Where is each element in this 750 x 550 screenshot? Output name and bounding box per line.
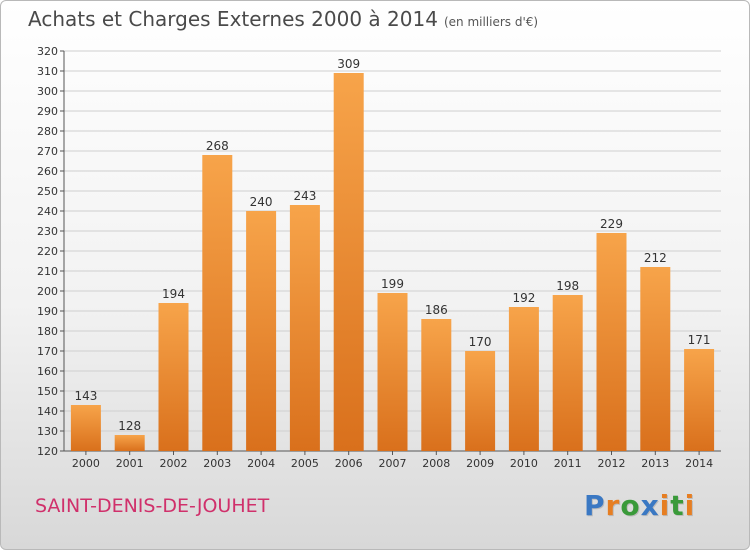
bar-value-label: 229 — [600, 217, 623, 231]
bar — [596, 233, 627, 451]
bar — [158, 303, 189, 451]
commune-name: SAINT-DENIS-DE-JOUHET — [35, 495, 270, 517]
x-tick-label: 2012 — [598, 457, 626, 470]
logo-letter: P — [584, 489, 606, 522]
bar — [421, 319, 452, 451]
x-tick-label: 2006 — [335, 457, 363, 470]
bar-value-label: 194 — [162, 287, 185, 301]
y-tick-label: 270 — [37, 145, 58, 158]
y-tick-label: 120 — [37, 445, 58, 458]
x-tick-label: 2011 — [554, 457, 582, 470]
x-tick-label: 2000 — [72, 457, 100, 470]
logo-letter: t — [670, 489, 685, 522]
y-tick-label: 210 — [37, 265, 58, 278]
bar — [552, 295, 583, 451]
y-tick-label: 300 — [37, 85, 58, 98]
x-tick-label: 2003 — [203, 457, 231, 470]
bar-value-label: 171 — [688, 333, 711, 347]
bar — [289, 205, 320, 451]
x-tick-label: 2004 — [247, 457, 275, 470]
chart-subtitle: (en milliers d'€) — [443, 15, 539, 29]
y-tick-label: 170 — [37, 345, 58, 358]
y-tick-label: 140 — [37, 405, 58, 418]
proxiti-logo: Proxiti — [584, 489, 695, 522]
x-tick-label: 2014 — [685, 457, 713, 470]
x-tick-label: 2005 — [291, 457, 319, 470]
bar-value-label: 198 — [556, 279, 579, 293]
bar-value-label: 199 — [381, 277, 404, 291]
y-tick-label: 160 — [37, 365, 58, 378]
chart-title-text: Achats et Charges Externes 2000 à 2014 — [28, 7, 438, 31]
bar-value-label: 192 — [512, 291, 535, 305]
bar-value-label: 128 — [118, 419, 141, 433]
bar — [333, 73, 364, 451]
logo-letter: i — [659, 489, 671, 522]
y-tick-label: 180 — [37, 325, 58, 338]
x-tick-label: 2007 — [379, 457, 407, 470]
bar — [114, 435, 145, 451]
y-tick-label: 220 — [37, 245, 58, 258]
bar — [640, 267, 671, 451]
x-tick-label: 2013 — [641, 457, 669, 470]
y-tick-label: 280 — [37, 125, 58, 138]
y-tick-label: 310 — [37, 65, 58, 78]
bar-value-label: 309 — [337, 57, 360, 71]
logo-letter: r — [605, 489, 621, 522]
x-tick-label: 2008 — [422, 457, 450, 470]
bar-value-label: 143 — [74, 389, 97, 403]
bar — [70, 405, 101, 451]
bar-value-label: 243 — [293, 189, 316, 203]
y-tick-label: 200 — [37, 285, 58, 298]
bar — [684, 349, 715, 451]
bar — [465, 351, 496, 451]
x-tick-label: 2001 — [116, 457, 144, 470]
bar — [202, 155, 233, 451]
logo-letter: x — [640, 489, 660, 522]
y-tick-label: 230 — [37, 225, 58, 238]
bar-value-label: 170 — [469, 335, 492, 349]
y-tick-label: 290 — [37, 105, 58, 118]
y-tick-label: 320 — [37, 45, 58, 58]
y-tick-label: 240 — [37, 205, 58, 218]
bar-value-label: 186 — [425, 303, 448, 317]
x-tick-label: 2009 — [466, 457, 494, 470]
bar — [508, 307, 539, 451]
x-tick-label: 2010 — [510, 457, 538, 470]
bar — [246, 211, 277, 451]
y-tick-label: 190 — [37, 305, 58, 318]
chart-title: Achats et Charges Externes 2000 à 2014 (e… — [28, 7, 538, 31]
y-tick-label: 150 — [37, 385, 58, 398]
y-tick-label: 260 — [37, 165, 58, 178]
bar-value-label: 240 — [250, 195, 273, 209]
logo-letter: o — [620, 489, 641, 522]
bar — [377, 293, 408, 451]
bar-value-label: 268 — [206, 139, 229, 153]
y-tick-label: 250 — [37, 185, 58, 198]
y-tick-label: 130 — [37, 425, 58, 438]
x-tick-label: 2002 — [160, 457, 188, 470]
bar-value-label: 212 — [644, 251, 667, 265]
logo-letter: i — [684, 489, 696, 522]
